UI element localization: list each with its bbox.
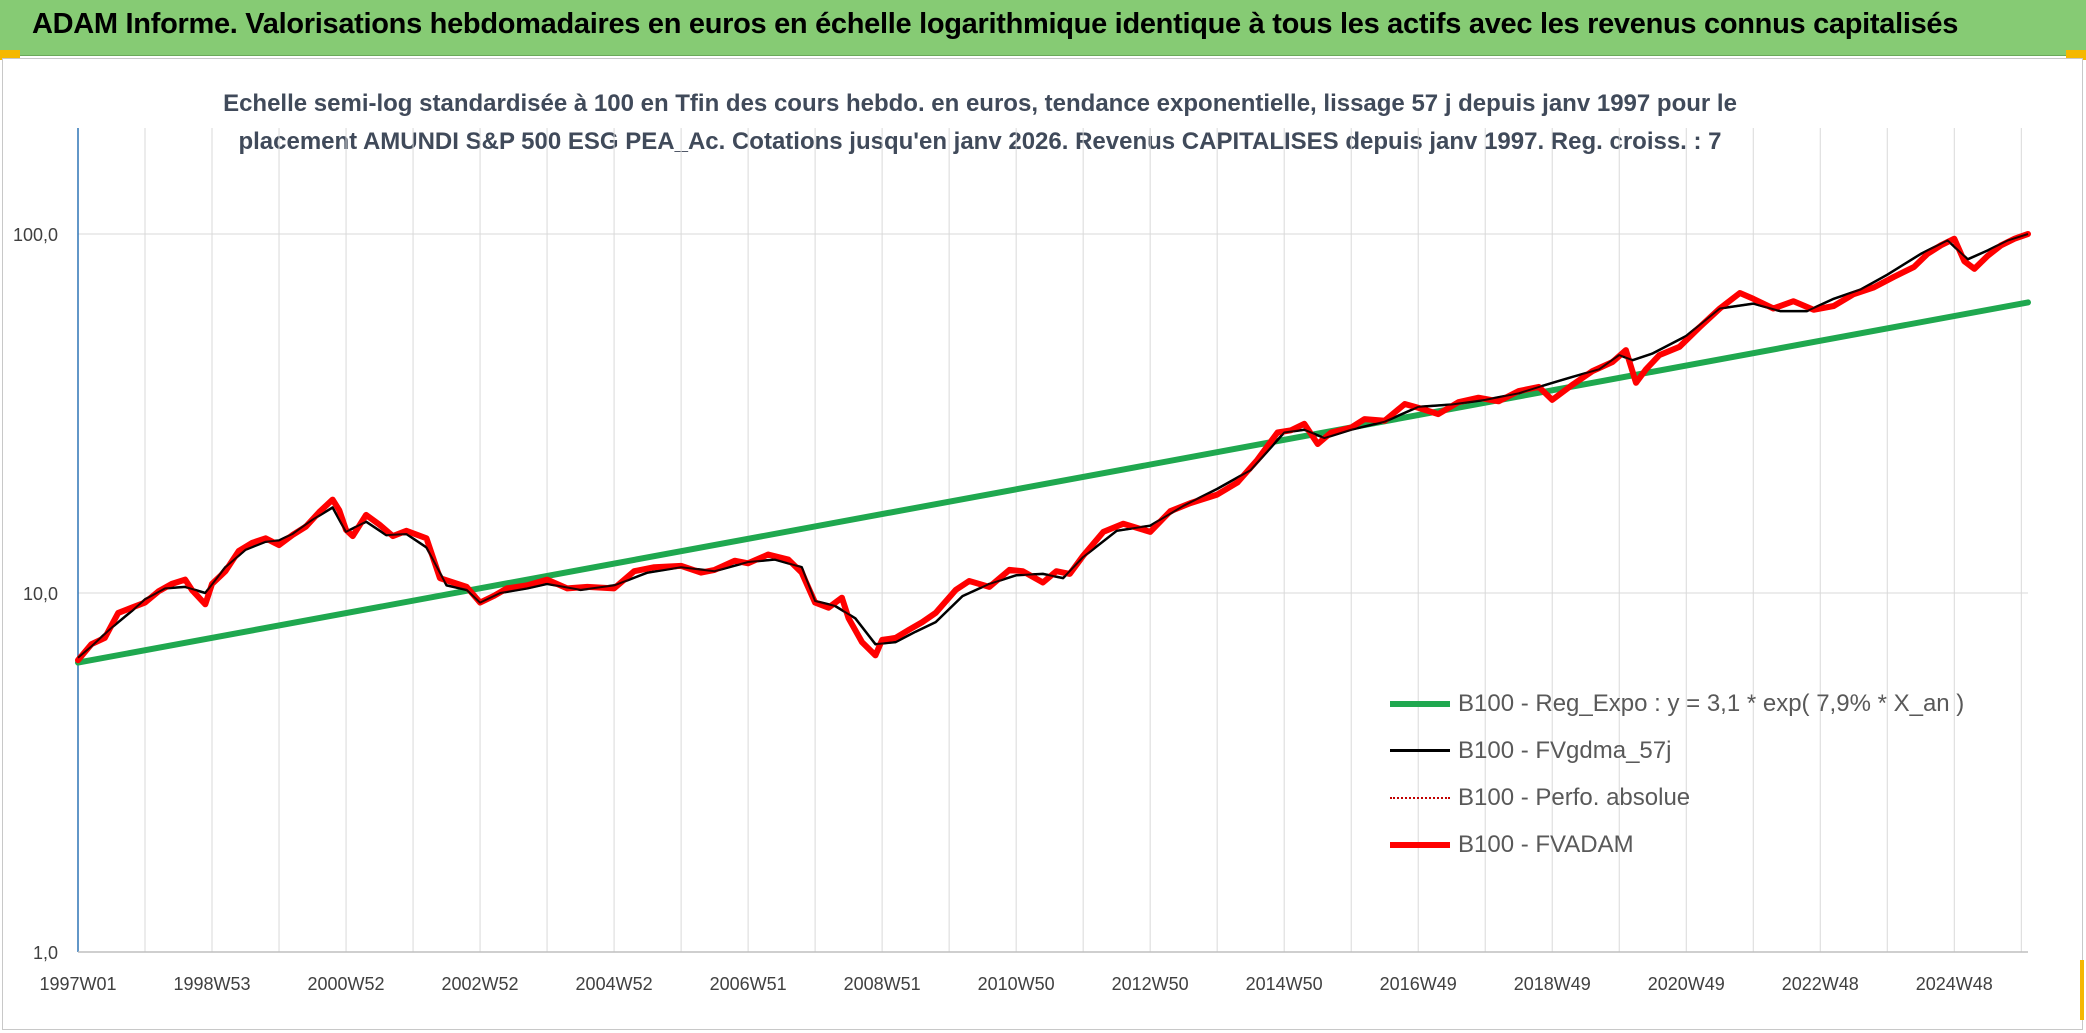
legend-item-perfo-absolue[interactable]: B100 - Perfo. absolue bbox=[1390, 774, 1964, 821]
x-tick-label: 2020W49 bbox=[1648, 974, 1725, 994]
legend-swatch-regression bbox=[1390, 700, 1450, 707]
x-tick-label: 2024W48 bbox=[1916, 974, 1993, 994]
legend-label-regression: B100 - Reg_Expo : y = 3,1 * exp( 7,9% * … bbox=[1458, 689, 1965, 717]
legend-swatch-fvgdma bbox=[1390, 749, 1450, 752]
x-tick-label: 2000W52 bbox=[308, 974, 385, 994]
x-tick-label: 2008W51 bbox=[844, 974, 921, 994]
corner-marker-left bbox=[0, 50, 20, 60]
corner-marker-right bbox=[2066, 50, 2086, 60]
report-title: ADAM Informe. Valorisations hebdomadaire… bbox=[32, 8, 1959, 40]
series-lines bbox=[75, 231, 2031, 666]
legend-item-regression[interactable]: B100 - Reg_Expo : y = 3,1 * exp( 7,9% * … bbox=[1390, 680, 1964, 727]
chart-area bbox=[2, 58, 2083, 1030]
x-tick-label: 2004W52 bbox=[576, 974, 653, 994]
legend-swatch-fvadam bbox=[1390, 841, 1450, 848]
legend-item-fvadam[interactable]: B100 - FVADAM bbox=[1390, 821, 1964, 868]
x-tick-label: 2018W49 bbox=[1514, 974, 1591, 994]
report-banner: ADAM Informe. Valorisations hebdomadaire… bbox=[0, 0, 2086, 56]
x-tick-label: 2016W49 bbox=[1380, 974, 1457, 994]
chart-title: Echelle semi-log standardisée à 100 en T… bbox=[160, 85, 1800, 161]
series-regression-line bbox=[75, 299, 2031, 666]
x-tick-label: 1998W53 bbox=[173, 974, 250, 994]
y-tick-label: 1,0 bbox=[33, 943, 58, 963]
tick-labels: 1,0 10,0 100,0 1997W01 1998W53 2000W52 2002W52… bbox=[13, 225, 1993, 994]
legend-label-perfo-absolue: B100 - Perfo. absolue bbox=[1458, 783, 1691, 811]
legend-label-fvadam: B100 - FVADAM bbox=[1458, 830, 1634, 858]
axes bbox=[77, 128, 2028, 953]
x-tick-label: 2010W50 bbox=[978, 974, 1055, 994]
chart-title-line-2: placement AMUNDI S&P 500 ESG PEA_Ac. Cot… bbox=[238, 128, 1722, 155]
x-tick-label: 2002W52 bbox=[442, 974, 519, 994]
x-tick-label: 1997W01 bbox=[39, 974, 116, 994]
x-tick-label: 2022W48 bbox=[1782, 974, 1859, 994]
x-tick-label: 2014W50 bbox=[1246, 974, 1323, 994]
y-tick-label: 100,0 bbox=[13, 225, 58, 245]
y-tick-label: 10,0 bbox=[23, 584, 58, 604]
legend: B100 - Reg_Expo : y = 3,1 * exp( 7,9% * … bbox=[1390, 680, 1964, 868]
chart-title-line-1: Echelle semi-log standardisée à 100 en T… bbox=[223, 90, 1737, 117]
series-fvgdma-line-overlay bbox=[77, 233, 2029, 659]
legend-label-fvgdma: B100 - FVgdma_57j bbox=[1458, 736, 1672, 764]
x-tick-label: 2006W51 bbox=[710, 974, 787, 994]
x-tick-label: 2012W50 bbox=[1112, 974, 1189, 994]
right-edge-marker bbox=[2080, 960, 2084, 1020]
legend-swatch-perfo-absolue bbox=[1390, 796, 1450, 799]
legend-item-fvgdma[interactable]: B100 - FVgdma_57j bbox=[1390, 727, 1964, 774]
series-fvadam-line bbox=[75, 231, 2031, 664]
